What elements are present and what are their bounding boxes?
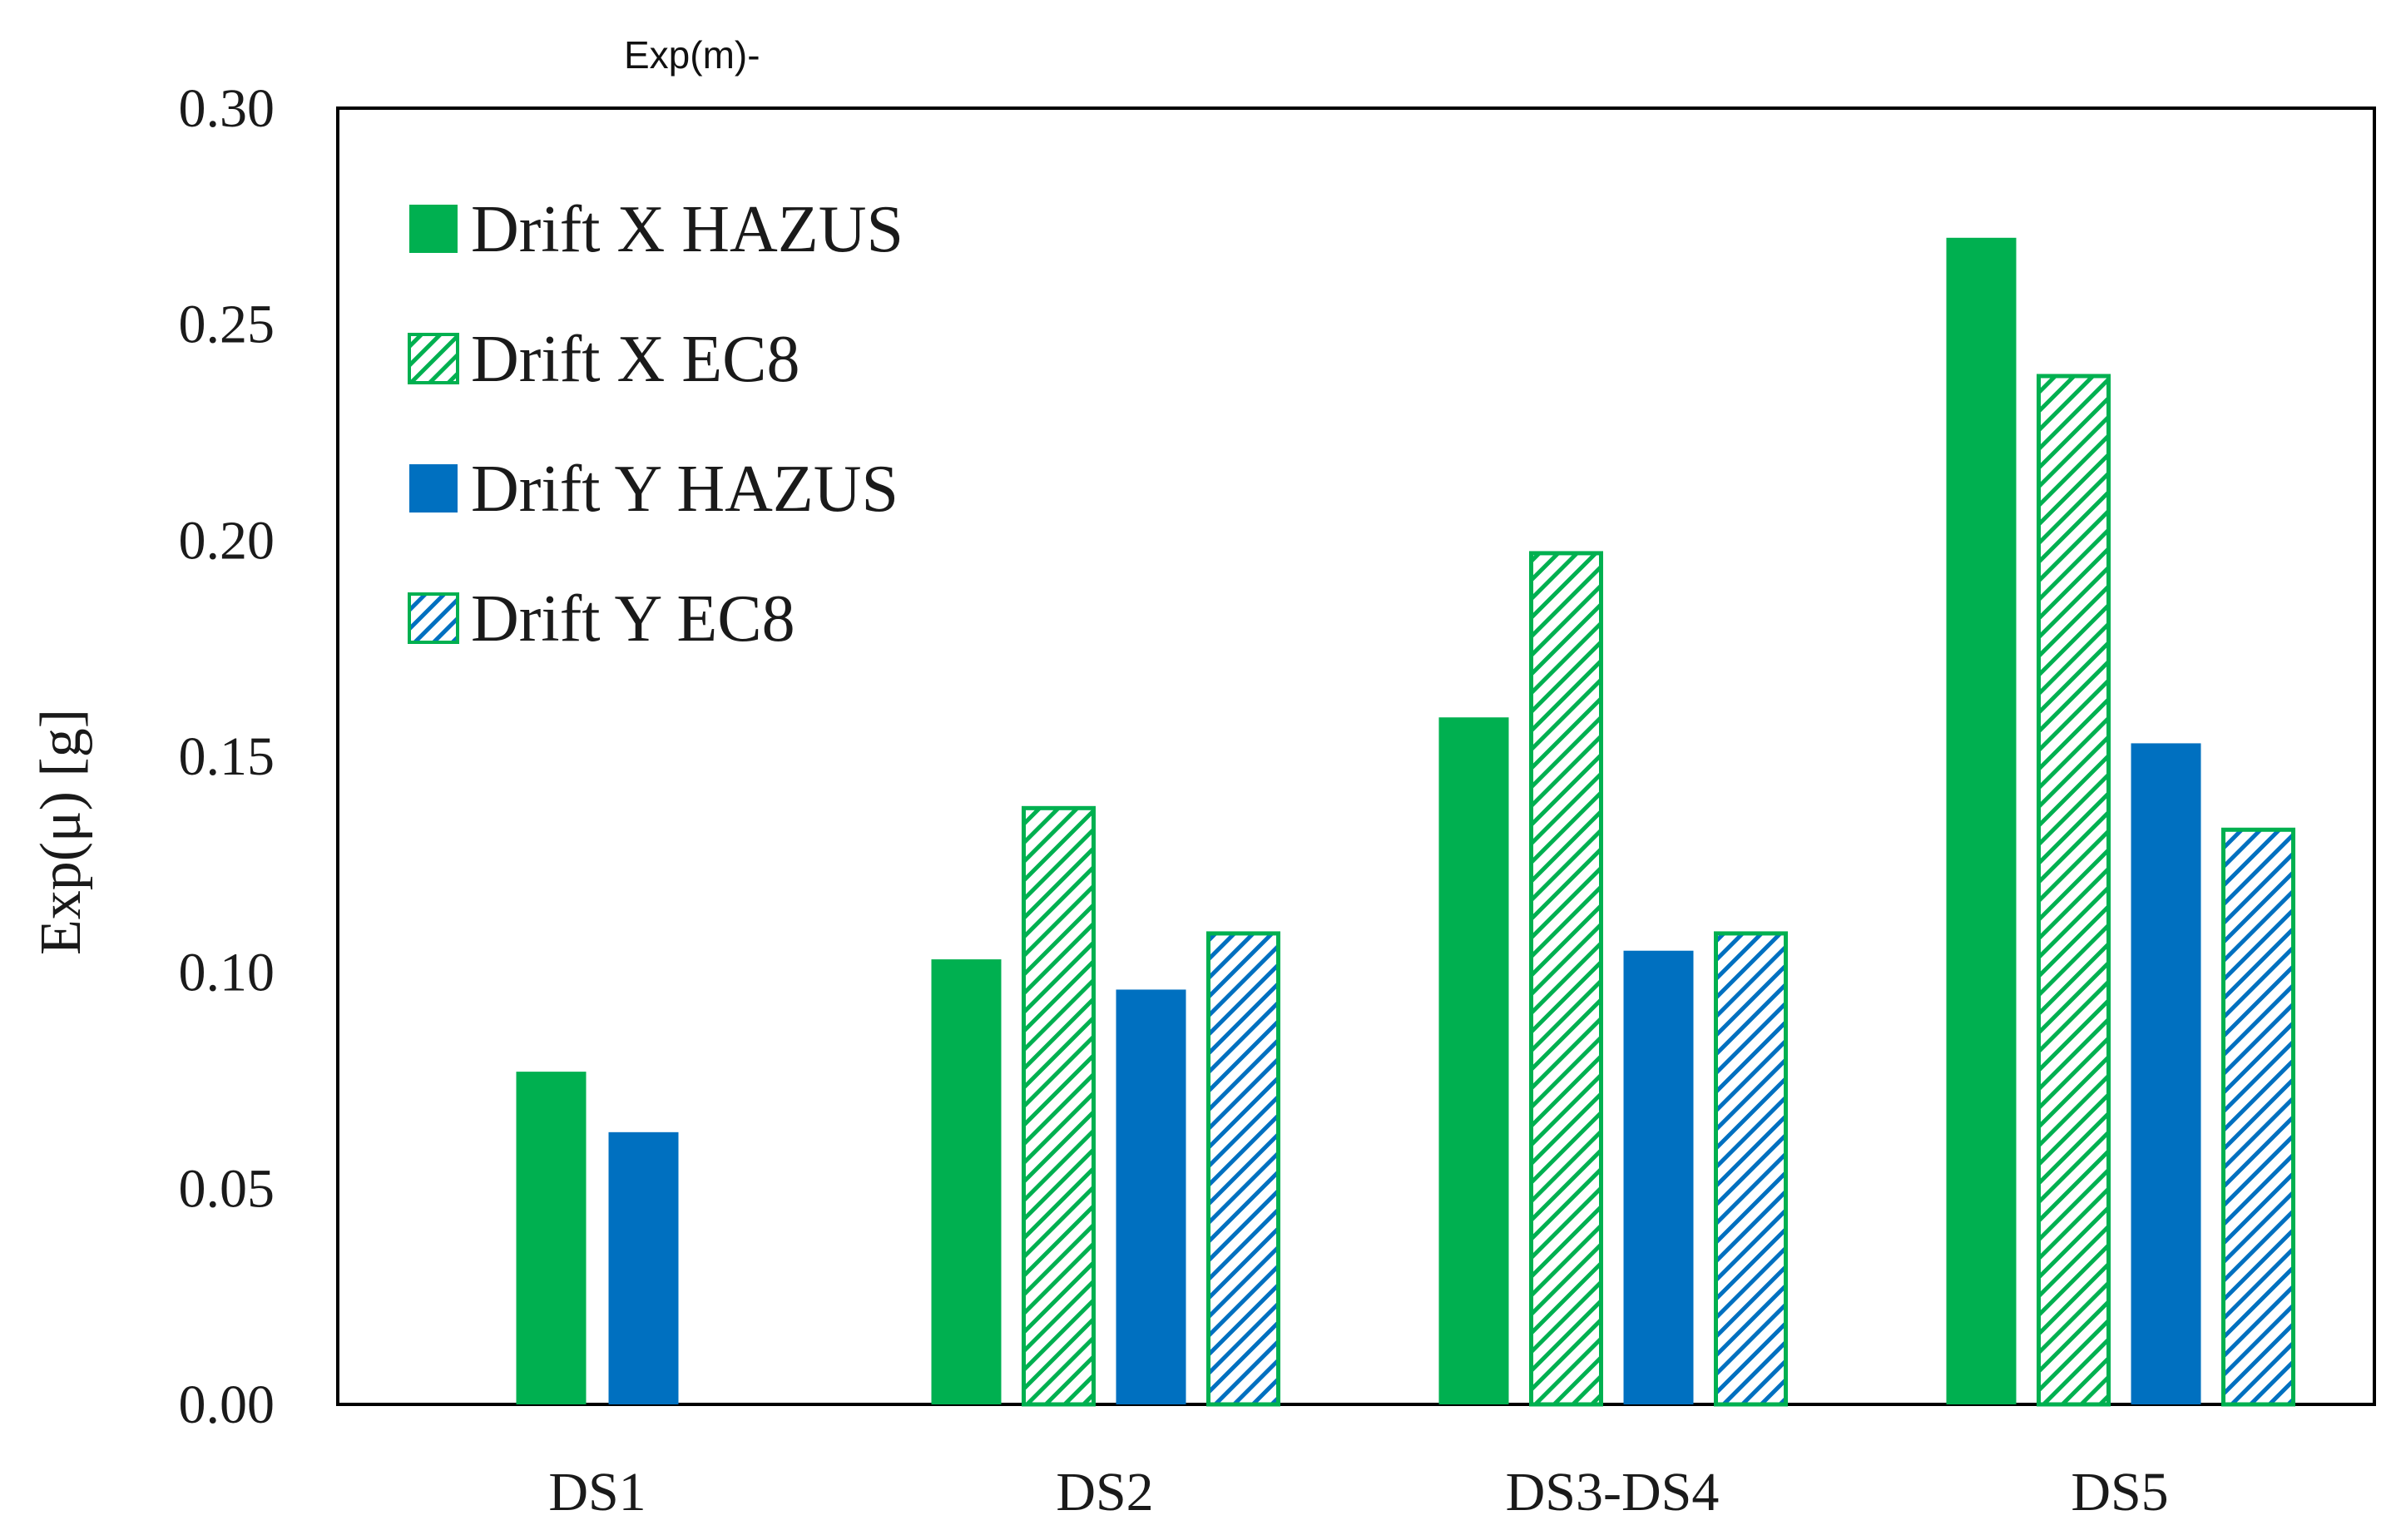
y-axis-label: Exp(μ) [g] <box>29 709 93 955</box>
bar-ds1-series-3 <box>608 1131 679 1404</box>
bar-ds3-ds4-series-4 <box>1714 931 1788 1407</box>
y-tick-label: 0.10 <box>179 943 275 1003</box>
legend-swatch <box>408 333 459 384</box>
bar-ds3-ds4-series-3 <box>1623 950 1694 1404</box>
bar-ds2-series-2 <box>1022 805 1096 1407</box>
legend-label: Drift Y EC8 <box>471 582 795 656</box>
bar-ds5-series-3 <box>2131 743 2201 1404</box>
legend: Drift X HAZUS Drift X EC8 Drift Y HAZUS Dri… <box>408 193 903 656</box>
legend-swatch <box>409 205 458 253</box>
bar-ds1-series-1 <box>516 1072 587 1404</box>
bar-ds2-series-3 <box>1116 989 1186 1404</box>
legend-label: Drift X HAZUS <box>471 193 903 266</box>
bar-ds2-series-1 <box>931 959 1002 1404</box>
bar-ds3-ds4-series-2 <box>1529 551 1603 1407</box>
legend-swatch <box>408 592 459 644</box>
overlay-label: Exp(m)- <box>624 33 760 77</box>
y-tick-label: 0.15 <box>179 726 275 787</box>
y-tick-label: 0.30 <box>179 78 275 139</box>
bar-ds5-series-1 <box>1946 237 2017 1404</box>
plot-frame <box>336 106 2376 1406</box>
bar-ds2-series-4 <box>1206 931 1280 1407</box>
legend-swatch <box>409 464 458 513</box>
x-tick-label: DS5 <box>2071 1462 2168 1523</box>
bar-ds5-series-4 <box>2221 827 2295 1407</box>
x-tick-label: DS3-DS4 <box>1506 1462 1720 1523</box>
bar-ds3-ds4-series-1 <box>1438 717 1509 1404</box>
bar-ds5-series-2 <box>2037 374 2111 1407</box>
legend-label: Drift X EC8 <box>471 323 800 396</box>
y-axis-ticks: 0.00 0.05 0.10 0.15 0.20 0.25 0.30 <box>179 78 275 1435</box>
y-tick-label: 0.20 <box>179 510 275 571</box>
legend-label: Drift Y HAZUS <box>471 453 898 526</box>
y-tick-label: 0.25 <box>179 295 275 355</box>
x-tick-label: DS1 <box>548 1462 646 1523</box>
y-tick-label: 0.00 <box>179 1374 275 1435</box>
x-axis-labels: DS1 DS2 DS3-DS4 DS5 <box>548 1462 2168 1523</box>
bars-group <box>516 237 2295 1407</box>
x-tick-label: DS2 <box>1056 1462 1153 1523</box>
y-tick-label: 0.05 <box>179 1158 275 1219</box>
